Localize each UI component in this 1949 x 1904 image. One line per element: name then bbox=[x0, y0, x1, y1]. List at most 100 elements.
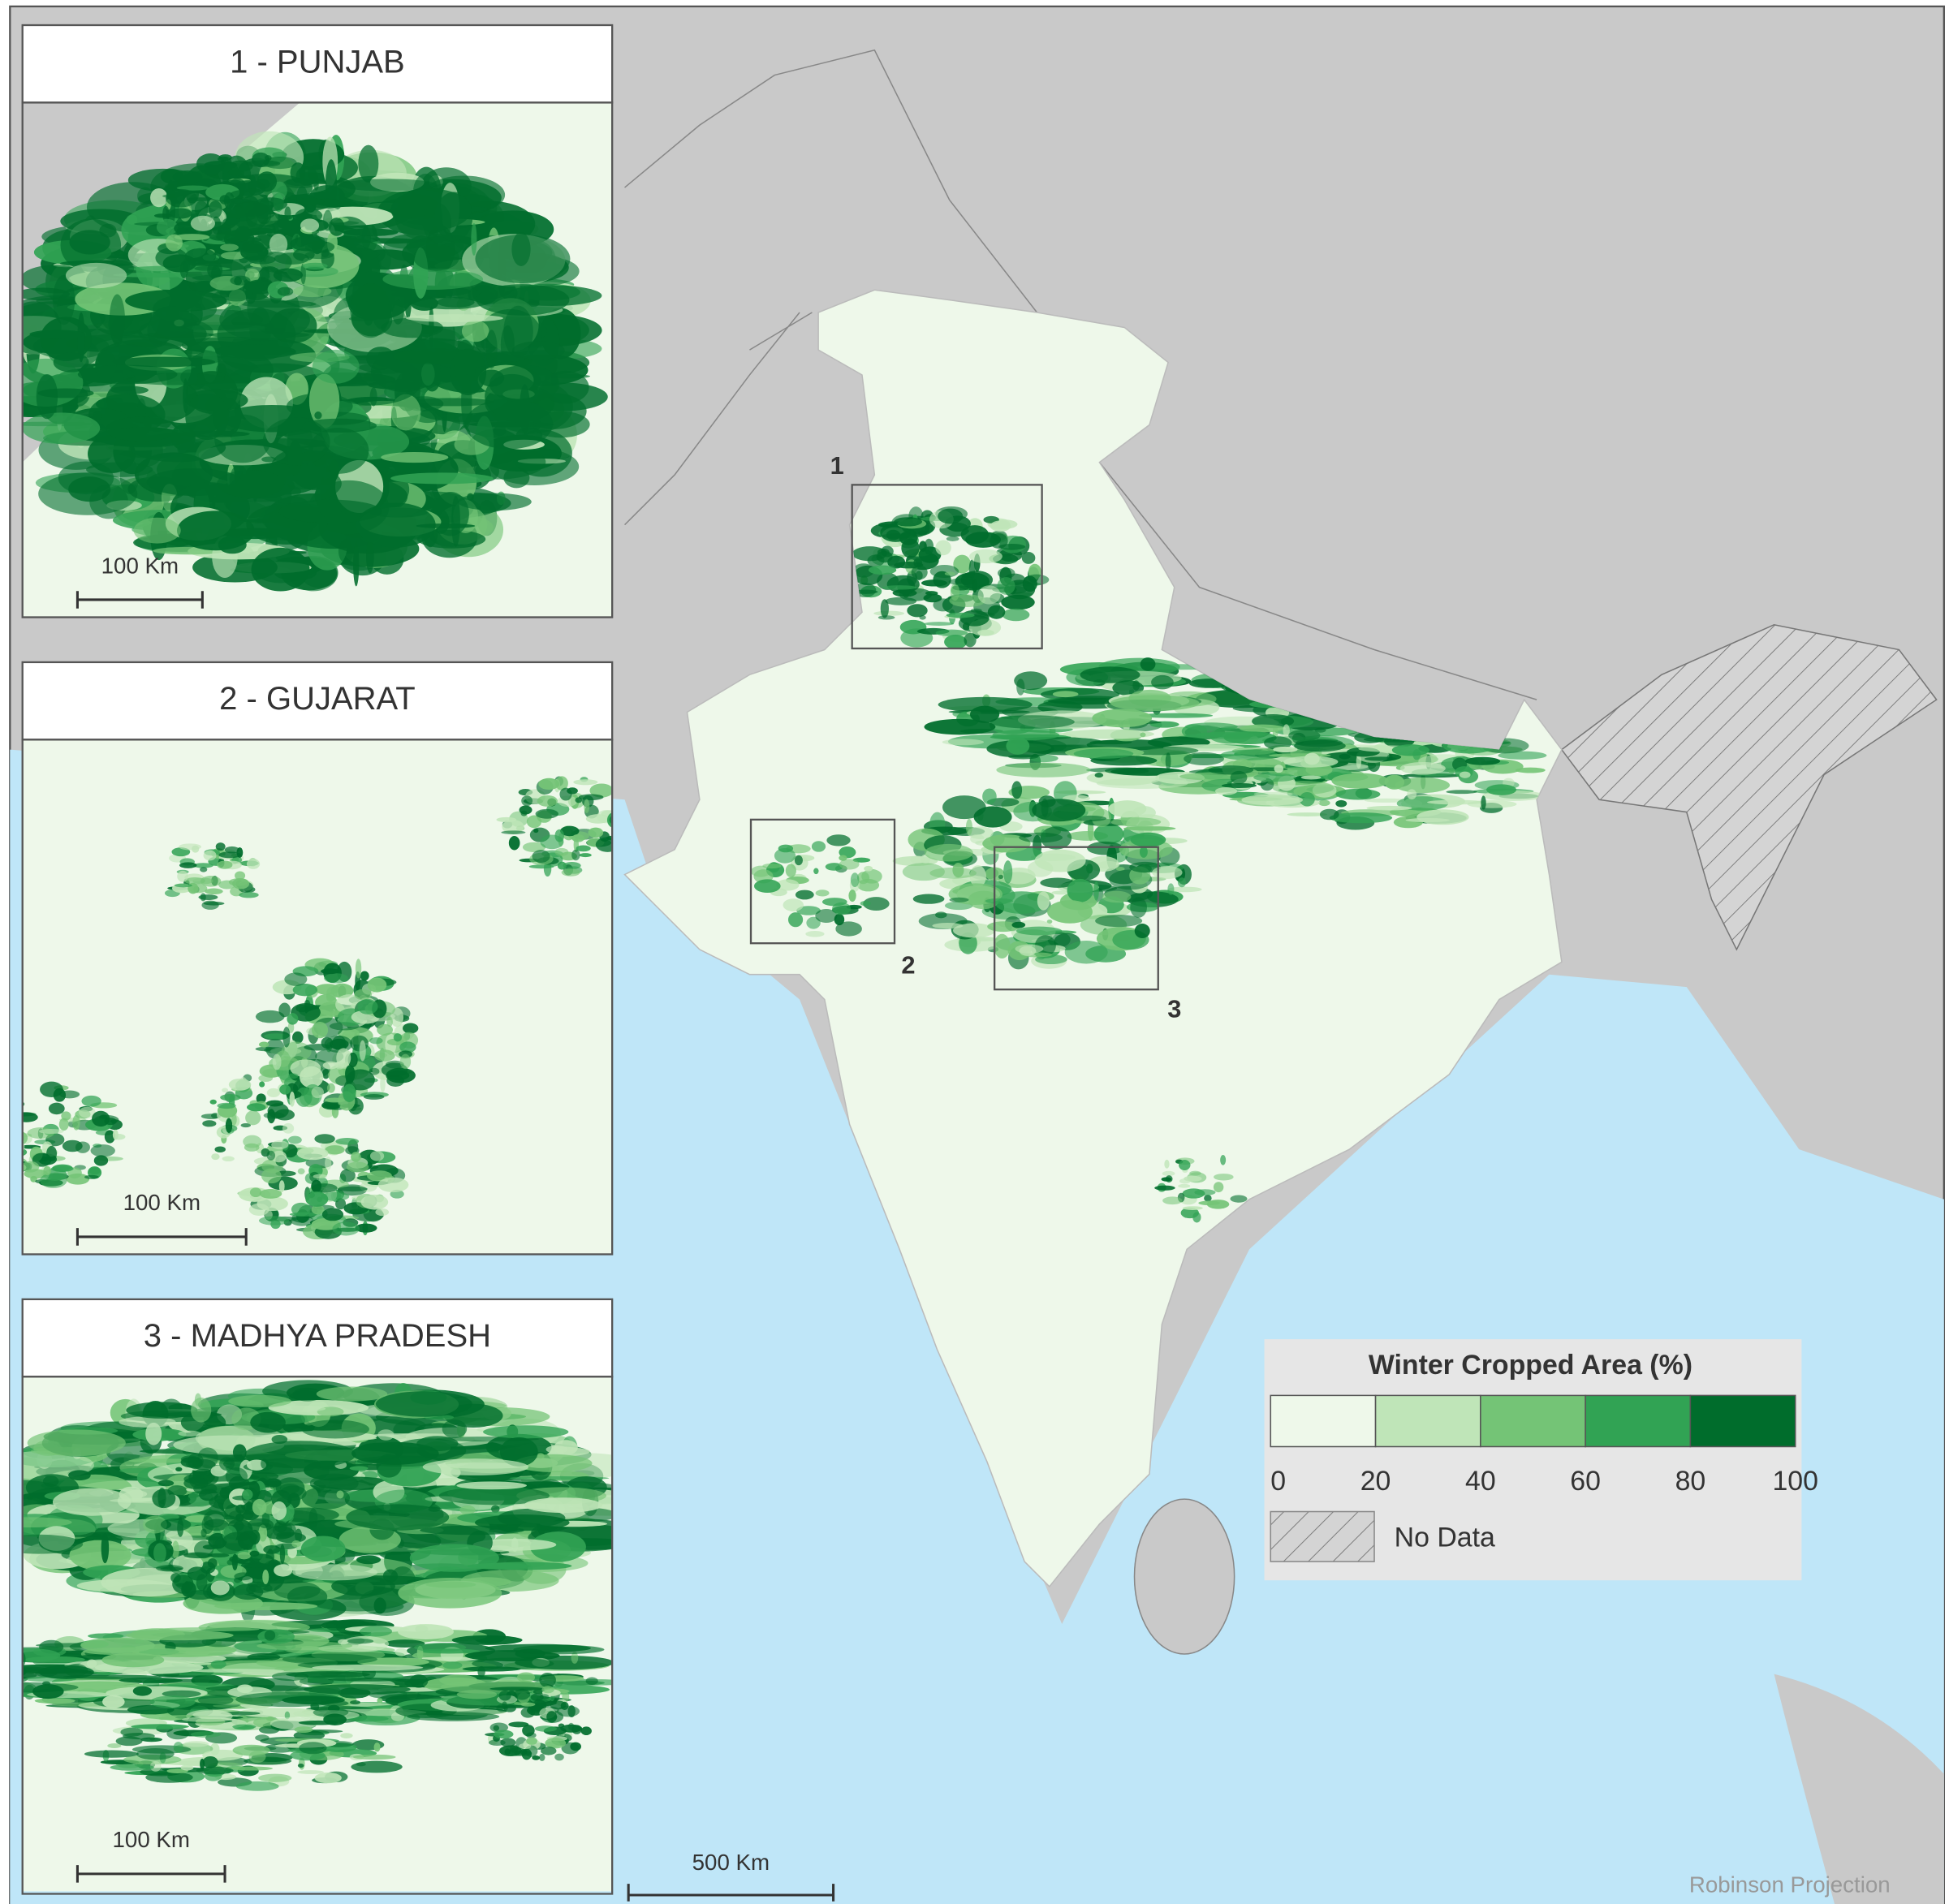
crop-patch bbox=[1214, 1174, 1234, 1181]
borders bbox=[624, 49, 1537, 700]
inset-title: 1 - PUNJAB bbox=[230, 44, 405, 80]
crop-patch bbox=[101, 1652, 165, 1668]
crop-patch bbox=[1110, 695, 1200, 712]
crop-patch bbox=[924, 843, 973, 862]
crop-patch bbox=[1139, 846, 1148, 858]
crop-patch bbox=[815, 890, 830, 897]
crop-patch bbox=[540, 834, 564, 850]
crop-patch bbox=[554, 1753, 564, 1761]
crop-patch bbox=[835, 921, 862, 937]
crop-patch bbox=[485, 330, 498, 369]
crop-patch bbox=[1130, 832, 1166, 847]
crop-patch bbox=[1046, 919, 1053, 924]
crop-patch bbox=[75, 1141, 90, 1153]
crop-patch bbox=[86, 1659, 97, 1669]
crop-patch bbox=[367, 977, 387, 993]
crop-patch bbox=[1194, 1189, 1216, 1196]
crop-patch bbox=[585, 1677, 598, 1686]
scale-bar bbox=[75, 1865, 226, 1883]
crop-patch bbox=[535, 808, 558, 819]
crop-patch bbox=[948, 578, 976, 586]
crop-patch bbox=[532, 1755, 541, 1760]
crop-patch bbox=[579, 853, 592, 858]
crop-patch bbox=[390, 472, 494, 485]
crop-patch bbox=[385, 1060, 404, 1069]
crop-patch bbox=[316, 1386, 388, 1402]
crop-patch bbox=[1230, 770, 1248, 785]
crop-patch bbox=[1223, 731, 1277, 744]
crop-patch bbox=[1008, 754, 1039, 760]
crop-patch bbox=[403, 1023, 419, 1034]
crop-patch bbox=[300, 263, 306, 285]
crop-patch bbox=[102, 1695, 125, 1708]
crop-patch bbox=[282, 179, 319, 188]
crop-patch bbox=[541, 1686, 554, 1694]
crop-patch bbox=[1134, 924, 1150, 939]
crop-patch bbox=[172, 170, 203, 184]
crop-patch bbox=[178, 1430, 201, 1437]
crop-patch bbox=[351, 1441, 439, 1465]
crop-patch bbox=[196, 153, 226, 174]
crop-patch bbox=[1515, 767, 1546, 773]
crop-patch bbox=[311, 1179, 322, 1193]
crop-patch bbox=[64, 1664, 88, 1677]
crop-patch bbox=[112, 1129, 119, 1140]
crop-patch bbox=[1138, 713, 1214, 718]
crop-patch bbox=[93, 411, 102, 421]
crop-patch bbox=[292, 285, 332, 298]
crop-patch bbox=[377, 1429, 395, 1441]
crop-patch bbox=[373, 1742, 381, 1752]
crop-patch bbox=[410, 295, 438, 311]
crop-patch bbox=[309, 1473, 359, 1493]
legend-swatch bbox=[1585, 1394, 1692, 1448]
inset-frame bbox=[21, 101, 614, 618]
crop-patch bbox=[1087, 841, 1123, 855]
crop-patch bbox=[501, 830, 526, 834]
crop-patch bbox=[1294, 739, 1346, 752]
crop-patch bbox=[919, 615, 926, 620]
inset-title: 2 - GUJARAT bbox=[219, 681, 416, 717]
legend-break: 60 bbox=[1570, 1466, 1601, 1497]
crop-patch bbox=[88, 1633, 124, 1639]
crop-patch bbox=[165, 234, 183, 252]
crop-patch bbox=[222, 1088, 229, 1093]
legend-break: 0 bbox=[1270, 1466, 1286, 1497]
crop-patch bbox=[203, 901, 225, 906]
crop-patch bbox=[1182, 1206, 1203, 1210]
crop-patch bbox=[1179, 1178, 1191, 1184]
crop-patch bbox=[935, 629, 968, 636]
crop-patch bbox=[848, 890, 856, 902]
crop-patch bbox=[258, 1773, 292, 1782]
crop-patch bbox=[279, 1084, 291, 1095]
crop-patch bbox=[183, 1741, 209, 1747]
crop-patch bbox=[998, 874, 1004, 880]
crop-patch bbox=[377, 1177, 409, 1193]
crop-patch bbox=[289, 1092, 295, 1107]
crop-patch bbox=[0, 1108, 8, 1118]
crop-patch bbox=[1339, 753, 1351, 760]
crop-patch bbox=[230, 190, 253, 199]
crop-patch bbox=[573, 779, 598, 786]
crop-patch bbox=[101, 1567, 195, 1597]
crop-patch bbox=[343, 228, 399, 237]
crop-patch bbox=[242, 1489, 253, 1501]
crop-patch bbox=[326, 1083, 335, 1093]
crop-patch bbox=[961, 574, 973, 579]
crop-patch bbox=[1167, 883, 1175, 895]
crop-patch bbox=[228, 1394, 292, 1408]
crop-patch bbox=[493, 1730, 514, 1739]
crop-patch bbox=[32, 1684, 64, 1699]
crop-patch bbox=[338, 539, 354, 563]
crop-patch bbox=[377, 1023, 394, 1036]
crop-patch bbox=[158, 1627, 260, 1632]
crop-patch bbox=[256, 1093, 266, 1104]
crop-patch bbox=[311, 1022, 329, 1039]
box-label: 2 bbox=[901, 951, 915, 980]
crop-patch bbox=[72, 1114, 80, 1131]
crop-patch bbox=[1067, 878, 1093, 902]
crop-patch bbox=[1096, 778, 1188, 789]
crop-patch bbox=[813, 868, 819, 875]
crop-patch bbox=[169, 208, 192, 219]
crop-patch bbox=[925, 591, 938, 596]
crop-patch bbox=[964, 632, 977, 648]
